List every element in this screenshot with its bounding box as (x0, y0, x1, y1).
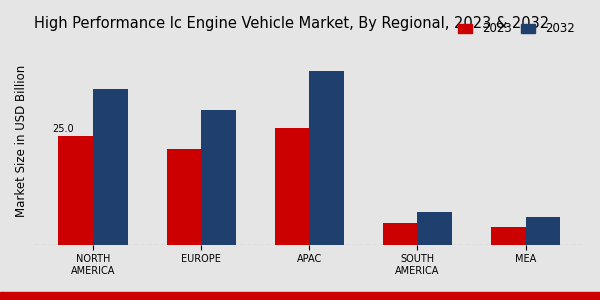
Bar (275, 128, 309, 245)
Bar (418, 212, 452, 245)
Bar (491, 227, 526, 245)
Text: High Performance Ic Engine Vehicle Market, By Regional, 2023 & 2032: High Performance Ic Engine Vehicle Marke… (34, 16, 548, 32)
Legend: 2023, 2032: 2023, 2032 (454, 18, 579, 40)
Bar (201, 110, 236, 245)
Bar (58, 136, 93, 245)
Text: 25.0: 25.0 (52, 124, 74, 134)
Bar (167, 149, 201, 245)
Y-axis label: Market Size in USD Billion: Market Size in USD Billion (15, 64, 28, 217)
Bar (309, 71, 344, 245)
Bar (526, 217, 560, 245)
Bar (93, 89, 128, 245)
Bar (383, 223, 418, 245)
